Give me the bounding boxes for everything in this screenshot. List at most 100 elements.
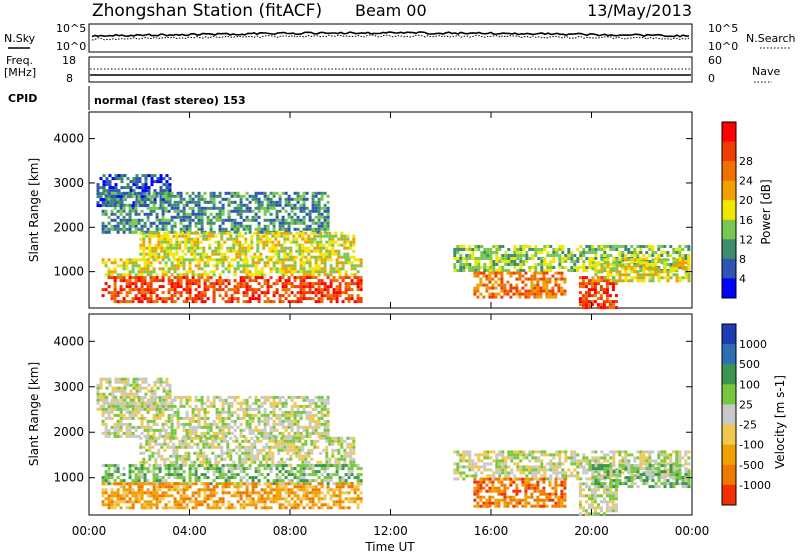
echo-cell: [269, 467, 273, 471]
echo-cell: [218, 467, 222, 471]
echo-cell: [468, 257, 472, 260]
echo-cell: [286, 246, 290, 250]
echo-cell: [143, 416, 147, 420]
echo-cell: [101, 488, 105, 492]
echo-cell: [536, 277, 540, 281]
echo-cell: [184, 237, 188, 241]
echo-cell: [314, 227, 318, 231]
echo-cell: [340, 243, 344, 247]
echo-cell: [528, 245, 532, 248]
echo-cell: [224, 434, 228, 438]
echo-cell: [212, 215, 216, 219]
echo-cell: [551, 292, 555, 296]
echo-cell: [663, 261, 667, 265]
echo-cell: [152, 482, 156, 486]
echo-cell: [128, 506, 132, 510]
echo-cell: [239, 224, 243, 228]
echo-cell: [116, 464, 120, 468]
echo-cell: [281, 473, 285, 477]
echo-cell: [248, 422, 252, 426]
echo-cell: [582, 260, 586, 263]
echo-cell: [332, 267, 336, 271]
echo-cell: [299, 410, 303, 414]
echo-cell: [164, 506, 168, 510]
echo-cell: [191, 407, 195, 411]
echo-cell: [218, 413, 222, 417]
echo-cell: [116, 470, 120, 474]
echo-cell: [531, 257, 535, 260]
echo-cell: [331, 243, 335, 247]
echo-cell: [332, 464, 336, 468]
echo-cell: [218, 212, 222, 216]
echo-cell: [254, 413, 258, 417]
echo-cell: [172, 246, 176, 250]
echo-cell: [346, 246, 350, 250]
echo-cell: [480, 245, 484, 248]
echo-cell: [290, 467, 294, 471]
echo-cell: [155, 500, 159, 504]
echo-cell: [236, 264, 240, 268]
echo-cell: [274, 234, 278, 238]
echo-cell: [194, 500, 198, 504]
echo-cell: [340, 231, 344, 235]
echo-cell: [104, 422, 108, 426]
echo-cell: [101, 476, 105, 480]
echo-cell: [281, 273, 285, 277]
echo-cell: [337, 457, 341, 461]
echo-cell: [304, 246, 308, 250]
echo-cell: [272, 482, 276, 486]
echo-cell: [308, 261, 312, 265]
echo-cell: [296, 270, 300, 274]
echo-cell: [146, 503, 150, 507]
echo-cell: [200, 206, 204, 210]
echo-cell: [266, 224, 270, 228]
echo-cell: [132, 377, 136, 381]
echo-cell: [166, 249, 170, 253]
echo-cell: [545, 271, 549, 275]
echo-cell: [170, 404, 174, 408]
echo-cell: [153, 380, 157, 384]
echo-cell: [289, 439, 293, 443]
echo-cell: [238, 442, 242, 446]
echo-cell: [311, 203, 315, 207]
echo-cell: [212, 419, 216, 423]
echo-cell: [456, 248, 460, 251]
echo-cell: [170, 494, 174, 498]
echo-cell: [290, 197, 294, 201]
echo-cell: [119, 494, 123, 498]
echo-cell: [166, 240, 170, 244]
echo-cell: [215, 431, 219, 435]
echo-cell: [140, 407, 144, 411]
echo-cell: [588, 263, 592, 266]
echo-cell: [200, 398, 204, 402]
echo-cell: [293, 419, 297, 423]
echo-cell: [229, 448, 233, 452]
echo-cell: [587, 306, 591, 310]
echo-cell: [540, 263, 544, 266]
echo-cell: [215, 407, 219, 411]
echo-cell: [128, 482, 132, 486]
echo-cell: [116, 227, 120, 231]
echo-cell: [199, 448, 203, 452]
echo-cell: [138, 180, 142, 184]
echo-cell: [645, 257, 649, 260]
echo-cell: [277, 255, 281, 259]
echo-cell: [678, 266, 682, 269]
echo-cell: [287, 425, 291, 429]
echo-cell: [221, 212, 225, 216]
colorbar-tick-label: 24: [739, 175, 753, 188]
echo-cell: [344, 270, 348, 274]
echo-cell: [298, 231, 302, 235]
echo-cell: [110, 503, 114, 507]
echo-cell: [334, 231, 338, 235]
echo-cell: [188, 194, 192, 198]
echo-cell: [283, 436, 287, 440]
echo-cell: [474, 263, 478, 266]
echo-cell: [182, 215, 186, 219]
echo-cell: [272, 413, 276, 417]
echo-cell: [224, 431, 228, 435]
echo-cell: [164, 431, 168, 435]
echo-cell: [175, 436, 179, 440]
echo-cell: [212, 434, 216, 438]
echo-cell: [287, 473, 291, 477]
